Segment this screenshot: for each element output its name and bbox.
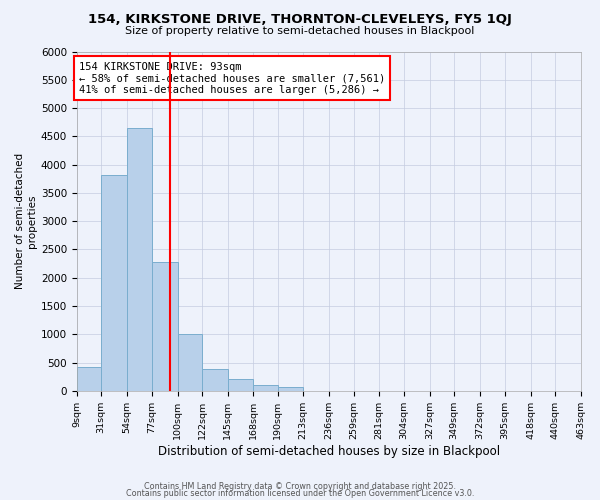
Bar	[253, 385, 278, 391]
Bar	[178, 334, 202, 391]
Text: 154 KIRKSTONE DRIVE: 93sqm
← 58% of semi-detached houses are smaller (7,561)
41%: 154 KIRKSTONE DRIVE: 93sqm ← 58% of semi…	[79, 62, 385, 95]
Y-axis label: Number of semi-detached
properties: Number of semi-detached properties	[15, 153, 37, 289]
Bar	[202, 369, 227, 391]
Bar	[77, 366, 101, 391]
Text: Contains HM Land Registry data © Crown copyright and database right 2025.: Contains HM Land Registry data © Crown c…	[144, 482, 456, 491]
Bar	[101, 175, 127, 391]
Bar	[127, 128, 152, 391]
X-axis label: Distribution of semi-detached houses by size in Blackpool: Distribution of semi-detached houses by …	[158, 444, 500, 458]
Text: Size of property relative to semi-detached houses in Blackpool: Size of property relative to semi-detach…	[125, 26, 475, 36]
Bar	[152, 262, 178, 391]
Text: 154, KIRKSTONE DRIVE, THORNTON-CLEVELEYS, FY5 1QJ: 154, KIRKSTONE DRIVE, THORNTON-CLEVELEYS…	[88, 12, 512, 26]
Text: Contains public sector information licensed under the Open Government Licence v3: Contains public sector information licen…	[126, 490, 474, 498]
Bar	[278, 387, 303, 391]
Bar	[227, 379, 253, 391]
